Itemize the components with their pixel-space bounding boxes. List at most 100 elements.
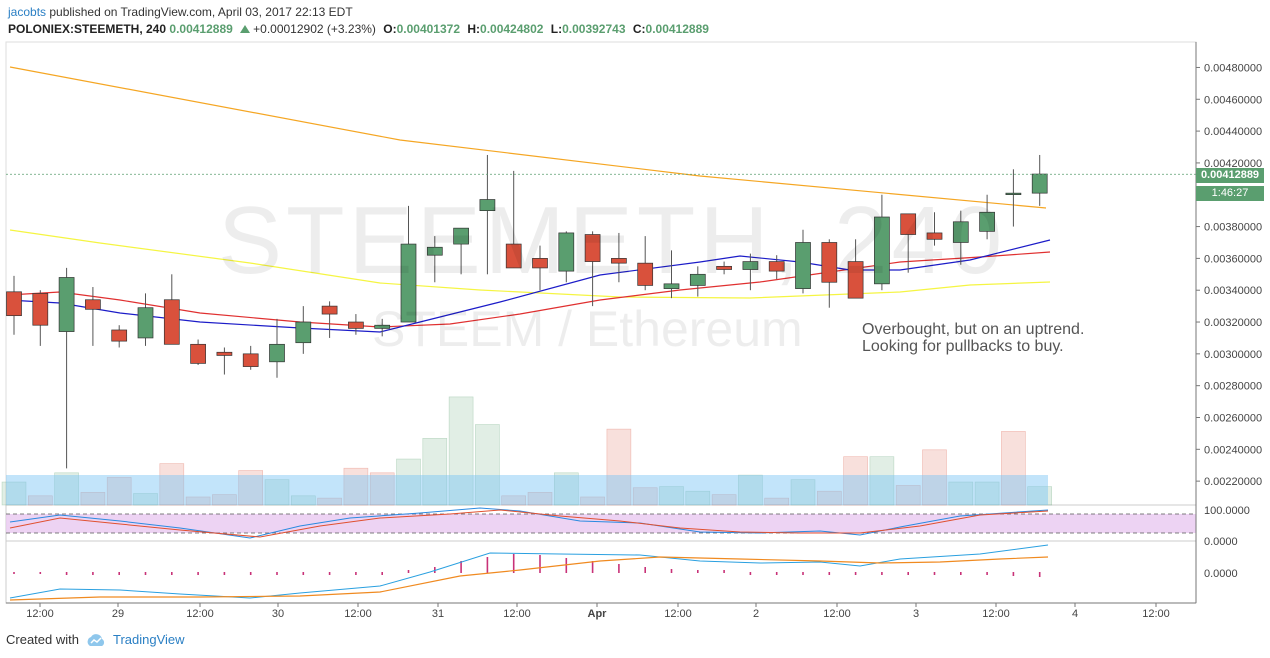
- candle-body: [795, 242, 811, 289]
- price-axis: 0.00480000 0.00460000 0.00440000 0.00420000…: [1195, 42, 1262, 603]
- rsi-tick-label: 100.0000: [1204, 505, 1250, 517]
- volume-bar: [632, 487, 658, 506]
- volume-bar: [922, 449, 947, 506]
- candle-body: [111, 329, 128, 342]
- candle-body: [426, 246, 443, 256]
- volume-bar: [317, 497, 342, 506]
- macd-signal-line: [9, 556, 1049, 601]
- volume-bar: [343, 467, 369, 506]
- footer: Created with TradingView: [6, 632, 185, 647]
- volume-bar: [816, 490, 842, 506]
- candle-body: [742, 261, 759, 270]
- volume-bar: [396, 458, 421, 506]
- time-tick-label: 12:00: [186, 608, 214, 620]
- candle-body: [400, 243, 417, 323]
- time-tick-label: 29: [112, 608, 124, 620]
- macd-tick-label: 0.0000: [1204, 568, 1238, 580]
- candlestick-series: [6, 154, 1196, 469]
- candle-body: [584, 234, 601, 262]
- tradingview-cloud-icon: [87, 633, 105, 646]
- time-tick-label: 2: [753, 608, 759, 620]
- volume-bar: [738, 474, 763, 506]
- time-tick-label: 31: [432, 608, 444, 620]
- volume-bar: [659, 486, 684, 506]
- candle-body: [532, 258, 548, 269]
- up-arrow-icon: [240, 25, 251, 33]
- volume-bar: [843, 456, 868, 506]
- candle-body: [900, 213, 917, 235]
- candle-body: [558, 232, 575, 272]
- volume-bar: [1001, 431, 1026, 506]
- volume-bar: [790, 479, 816, 506]
- volume-bar: [606, 428, 632, 506]
- volume-bar: [290, 495, 316, 506]
- candle-body: [295, 321, 312, 344]
- candle-body: [611, 258, 627, 264]
- candle-body: [979, 211, 995, 232]
- volume-bar: [895, 485, 921, 506]
- candle-body: [163, 299, 180, 345]
- symbol-legend: POLONIEX:STEEMETH, 240 0.00412889 +0.000…: [8, 21, 709, 37]
- created-with-text: Created with: [6, 632, 79, 647]
- high-value: 0.00424802: [480, 22, 544, 36]
- time-tick-label: 12:00: [503, 608, 531, 620]
- open-label: O:: [383, 22, 397, 36]
- publish-info: jacobts published on TradingView.com, Ap…: [8, 4, 353, 20]
- volume-bar: [369, 472, 395, 506]
- watermark-symbol: STEEMETH, 240: [218, 187, 1007, 294]
- close-value: 0.00412889: [645, 22, 709, 36]
- candle-body: [321, 305, 338, 315]
- time-tick-label: 12:00: [823, 608, 851, 620]
- rsi-line: [9, 507, 1049, 539]
- candle-body: [1005, 192, 1022, 196]
- price-tick-label: 0.00340000: [1204, 285, 1262, 297]
- candle-body: [689, 273, 706, 286]
- volume-bar: [580, 496, 605, 506]
- price-tick-label: 0.00280000: [1204, 381, 1262, 393]
- candle-body: [479, 199, 496, 212]
- candle-body: [242, 353, 259, 367]
- author-link[interactable]: jacobts: [8, 5, 47, 19]
- price-change: +0.00012902 (+3.23%): [253, 22, 376, 36]
- ma-200-line: [9, 66, 1047, 209]
- candle-body: [269, 343, 285, 363]
- time-tick-label: 4: [1072, 608, 1078, 620]
- volume-bar: [27, 495, 53, 506]
- candle-body: [874, 216, 890, 285]
- macd-line: [9, 544, 1049, 599]
- time-tick-label: Apr: [588, 608, 608, 620]
- candle-body: [348, 321, 364, 329]
- volume-bar: [133, 493, 158, 506]
- volume-bar: [711, 494, 737, 506]
- volume-bar: [475, 424, 500, 506]
- time-tick-label: 3: [913, 608, 919, 620]
- price-tick-label: 0.00380000: [1204, 222, 1262, 234]
- candle-body: [374, 324, 391, 329]
- time-tick-label: 12:00: [982, 608, 1010, 620]
- last-price-tag: 0.00412889: [1196, 168, 1264, 183]
- candle-body: [637, 262, 654, 286]
- candle-body: [190, 343, 206, 364]
- time-tick-label: 30: [272, 608, 284, 620]
- chart-annotation: Overbought, but on an uptrend. Looking f…: [862, 321, 1084, 355]
- macd-pane-frame: [5, 540, 1197, 604]
- ma-100-line: [9, 229, 1051, 299]
- publish-text: published on TradingView.com, April 03, …: [46, 5, 353, 19]
- volume-bar: [553, 472, 579, 506]
- bar-countdown-tag: 1:46:27: [1196, 186, 1264, 201]
- candle-body: [216, 351, 233, 356]
- volume-ma-band: [6, 475, 1048, 505]
- last-price: 0.00412889: [169, 22, 233, 36]
- tradingview-brand: TradingView: [112, 632, 185, 647]
- price-tick-label: 0.00300000: [1204, 349, 1262, 361]
- volume-bar: [527, 492, 553, 506]
- candle-body: [663, 283, 680, 289]
- volume-bar: [764, 497, 790, 506]
- volume-bar: [159, 463, 185, 506]
- price-tick-label: 0.00220000: [1204, 476, 1262, 488]
- price-tick-label: 0.00360000: [1204, 253, 1262, 265]
- tradingview-link[interactable]: TradingView: [85, 632, 185, 647]
- volume-bar: [80, 492, 106, 506]
- volume-bar: [185, 496, 211, 506]
- price-pane-frame: [5, 41, 1197, 506]
